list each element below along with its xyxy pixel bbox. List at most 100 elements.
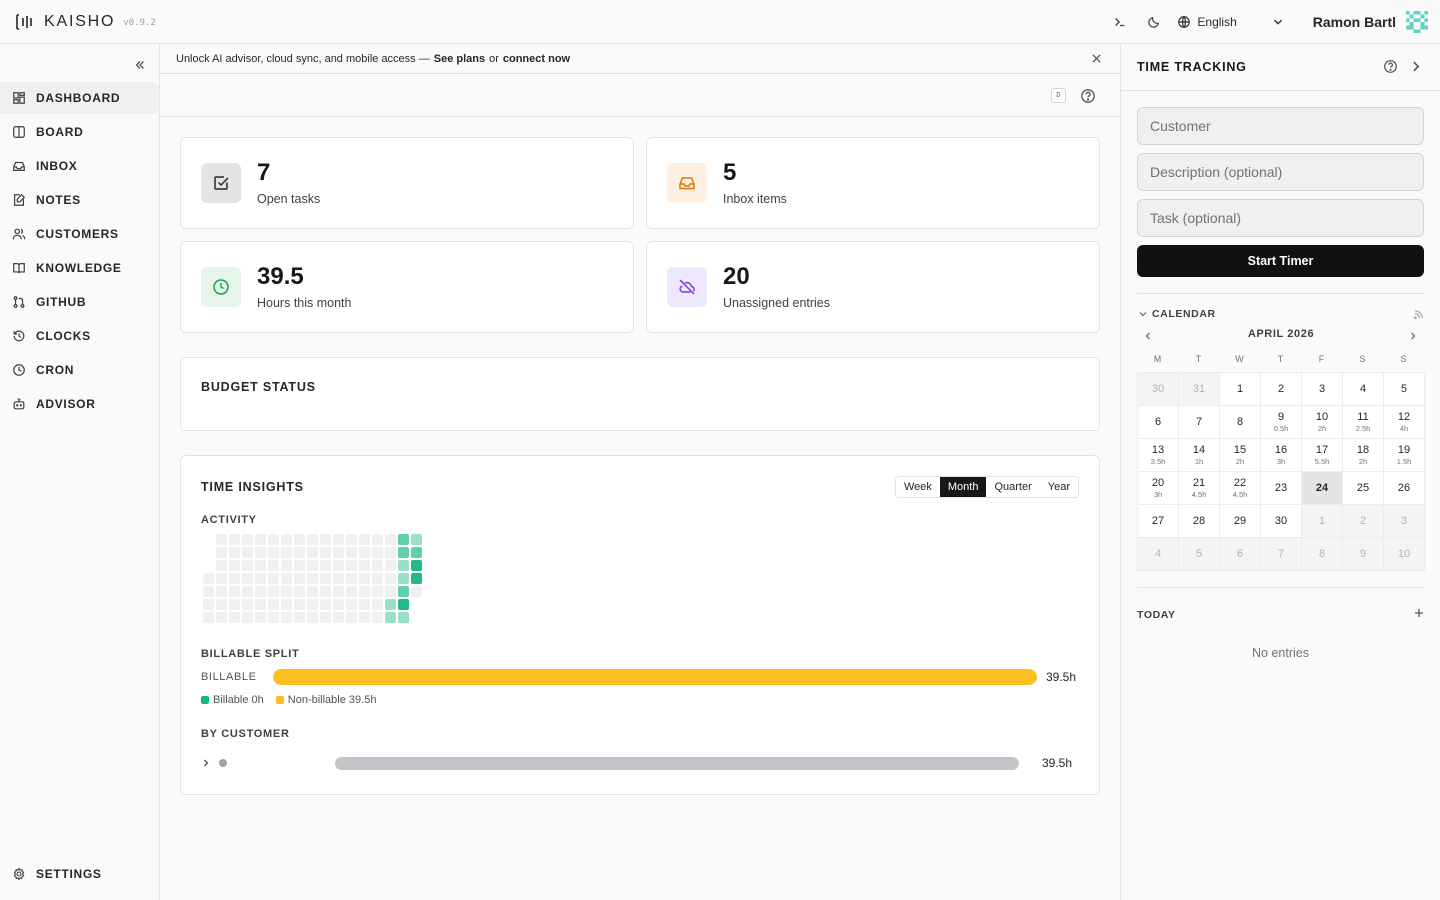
activity-cell[interactable] [242,560,253,571]
calendar-day[interactable]: 5 [1179,538,1220,571]
activity-cell[interactable] [268,586,279,597]
activity-cell[interactable] [216,599,227,610]
calendar-day[interactable]: 18 2h [1343,439,1384,472]
calendar-day[interactable]: 22 4.5h [1220,472,1261,505]
activity-cell[interactable] [346,560,357,571]
calendar-day[interactable]: 16 3h [1261,439,1302,472]
activity-cell[interactable] [307,560,318,571]
calendar-day[interactable]: 5 [1384,373,1425,406]
activity-cell[interactable] [281,547,292,558]
activity-cell[interactable] [411,560,422,571]
activity-cell[interactable] [398,560,409,571]
calendar-day[interactable]: 8 [1220,406,1261,439]
activity-cell[interactable] [229,612,240,623]
activity-cell[interactable] [255,573,266,584]
activity-cell[interactable] [372,547,383,558]
activity-cell[interactable] [372,612,383,623]
activity-cell[interactable] [398,612,409,623]
calendar-day[interactable]: 30 [1261,505,1302,538]
close-icon[interactable] [1091,53,1102,64]
activity-cell[interactable] [359,534,370,545]
calendar-day[interactable]: 23 [1261,472,1302,505]
calendar-day[interactable]: 2 [1343,505,1384,538]
activity-cell[interactable] [216,560,227,571]
activity-cell[interactable] [294,547,305,558]
activity-cell[interactable] [346,547,357,558]
activity-cell[interactable] [281,534,292,545]
activity-cell[interactable] [346,599,357,610]
calendar-day[interactable]: 14 1h [1179,439,1220,472]
activity-cell[interactable] [216,547,227,558]
activity-cell[interactable] [229,599,240,610]
start-timer-button[interactable]: Start Timer [1137,245,1424,277]
sidebar-item-knowledge[interactable]: KNOWLEDGE [0,252,159,284]
customer-row[interactable]: 39.5h [201,754,1079,772]
calendar-day[interactable]: 28 [1179,505,1220,538]
tab-week[interactable]: Week [903,481,932,493]
keyboard-shortcut-badge[interactable]: D [1051,88,1066,103]
calendar-header[interactable]: CALENDAR [1121,307,1440,321]
activity-cell[interactable] [242,547,253,558]
activity-cell[interactable] [281,586,292,597]
activity-cell[interactable] [307,586,318,597]
activity-cell[interactable] [346,612,357,623]
activity-cell[interactable] [255,599,266,610]
activity-cell[interactable] [255,534,266,545]
activity-cell[interactable] [411,534,422,545]
activity-cell[interactable] [346,586,357,597]
help-icon[interactable] [1383,59,1398,74]
sidebar-item-clocks[interactable]: CLOCKS [0,320,159,352]
calendar-day[interactable]: 25 [1343,472,1384,505]
calendar-day[interactable]: 29 [1220,505,1261,538]
calendar-day[interactable]: 19 1.5h [1384,439,1425,472]
activity-cell[interactable] [385,573,396,584]
activity-cell[interactable] [268,534,279,545]
activity-cell[interactable] [242,612,253,623]
activity-cell[interactable] [294,599,305,610]
user-name[interactable]: Ramon Bartl [1312,14,1396,30]
activity-cell[interactable] [385,534,396,545]
sidebar-item-inbox[interactable]: INBOX [0,150,159,182]
activity-cell[interactable] [398,573,409,584]
activity-cell[interactable] [411,573,422,584]
activity-cell[interactable] [411,586,422,597]
activity-cell[interactable] [385,612,396,623]
activity-cell[interactable] [242,586,253,597]
activity-cell[interactable] [359,586,370,597]
activity-cell[interactable] [255,547,266,558]
activity-cell[interactable] [372,573,383,584]
rss-icon[interactable] [1413,309,1424,320]
brand[interactable]: KAISHO v0.9.2 [0,12,156,32]
activity-cell[interactable] [385,547,396,558]
calendar-day[interactable]: 13 3.5h [1138,439,1179,472]
activity-cell[interactable] [229,534,240,545]
see-plans-link[interactable]: See plans [433,52,486,65]
activity-cell[interactable] [320,547,331,558]
activity-cell[interactable] [333,534,344,545]
activity-cell[interactable] [359,547,370,558]
activity-cell[interactable] [281,560,292,571]
activity-cell[interactable] [268,599,279,610]
task-input[interactable] [1137,199,1424,237]
moon-icon[interactable] [1139,7,1169,37]
activity-cell[interactable] [333,547,344,558]
activity-cell[interactable] [359,599,370,610]
activity-cell[interactable] [294,586,305,597]
calendar-day[interactable]: 9 [1343,538,1384,571]
activity-cell[interactable] [294,573,305,584]
calendar-day[interactable]: 17 5.5h [1302,439,1343,472]
activity-cell[interactable] [229,573,240,584]
stat-card-open-tasks[interactable]: 7 Open tasks [180,137,634,229]
activity-cell[interactable] [242,573,253,584]
activity-cell[interactable] [372,534,383,545]
activity-cell[interactable] [255,560,266,571]
activity-cell[interactable] [320,599,331,610]
activity-cell[interactable] [320,573,331,584]
activity-cell[interactable] [268,547,279,558]
activity-cell[interactable] [242,534,253,545]
stat-card-unassigned-entries[interactable]: 20 Unassigned entries [646,241,1100,333]
activity-cell[interactable] [294,612,305,623]
activity-cell[interactable] [320,560,331,571]
activity-cell[interactable] [333,573,344,584]
activity-cell[interactable] [229,586,240,597]
